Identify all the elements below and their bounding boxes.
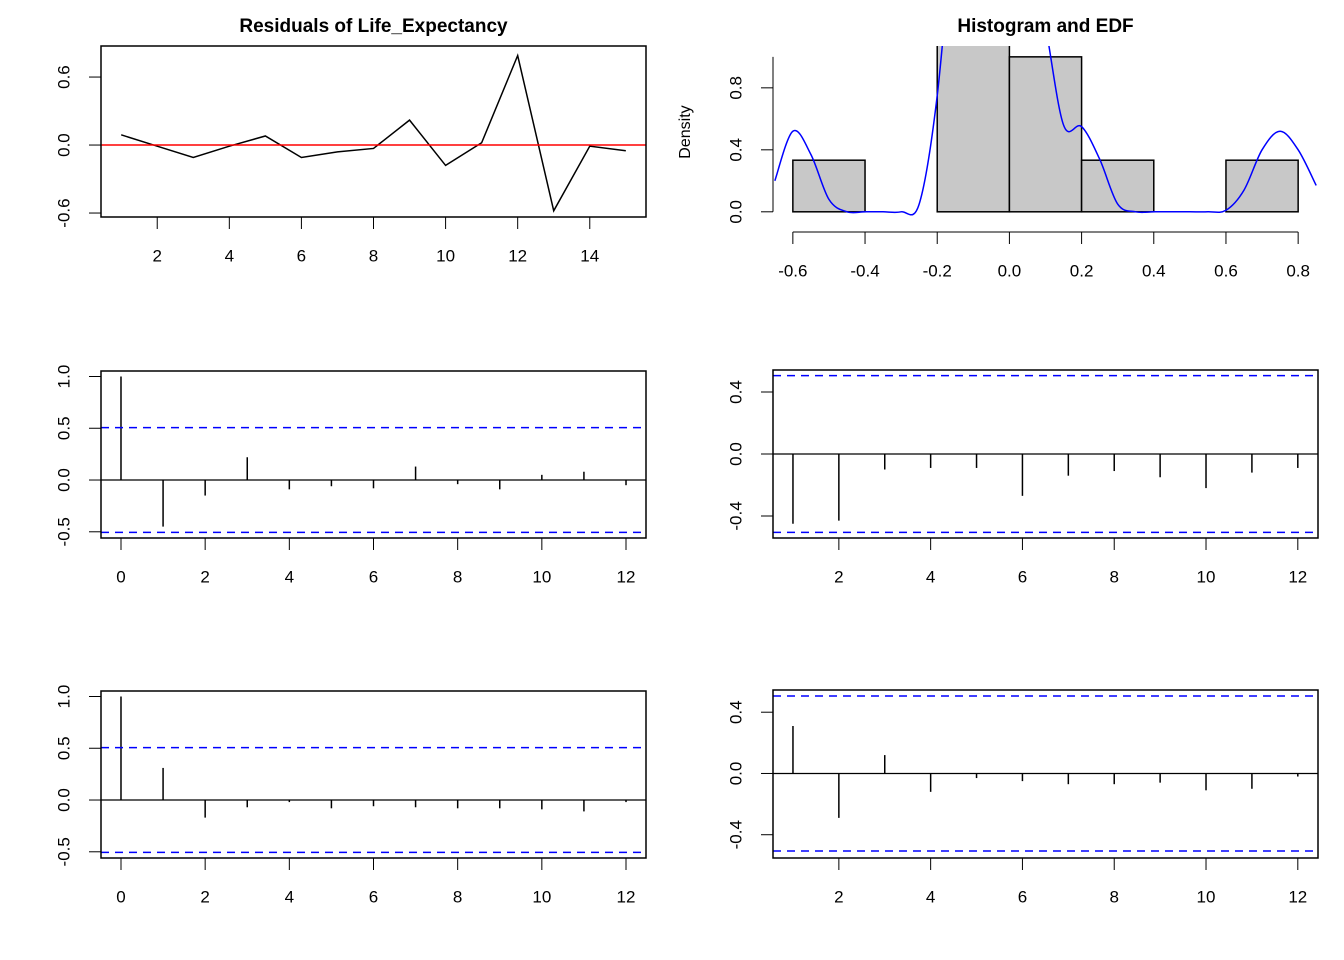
histogram-bar (936, 46, 1011, 213)
x-tick-label: 4 (926, 567, 935, 586)
y-tick-label: -0.6 (54, 198, 73, 227)
y-tick-label: 1.0 (54, 685, 73, 709)
x-tick-label: 6 (1018, 567, 1027, 586)
x-tick-label: 0 (116, 567, 125, 586)
plot-frame (100, 45, 647, 218)
x-tick-label: 14 (580, 246, 599, 265)
x-tick-label: 12 (508, 246, 527, 265)
plot-area (101, 376, 646, 534)
x-tick-label: 6 (369, 887, 378, 906)
plot-area (101, 696, 646, 854)
y-tick-label: -0.5 (54, 837, 73, 866)
x-tick-label: 0.8 (1286, 261, 1310, 280)
y-tick-label: 0.0 (54, 468, 73, 492)
y-tick-label: 0.8 (726, 76, 745, 100)
y-axis-label: Density (677, 105, 694, 158)
x-tick-label: 10 (436, 246, 455, 265)
x-tick-label: 0.0 (998, 261, 1022, 280)
panel: Histogram and EDF Density -0.6 -0.4 -0.2 0.0 0… (677, 16, 1317, 280)
x-tick-label: 0.2 (1070, 261, 1094, 280)
y-tick-label: 0.0 (726, 200, 745, 224)
panel: 2 4 6 8 10 12 -0.4 0.0 0.4 (726, 689, 1319, 906)
panel-title: Histogram and EDF (957, 16, 1133, 37)
plot-frame (772, 689, 1319, 859)
x-tick-label: 10 (1197, 887, 1216, 906)
x-tick-label: 12 (1288, 887, 1307, 906)
y-tick-label: 1.0 (54, 365, 73, 389)
plot-area (773, 374, 1318, 534)
x-tick-label: 8 (453, 567, 462, 586)
histogram-bar (792, 159, 866, 213)
y-tick-label: 0.5 (54, 736, 73, 760)
y-tick-label: 0.4 (726, 380, 745, 404)
x-tick-label: 6 (1018, 887, 1027, 906)
x-tick-label: 2 (834, 567, 843, 586)
x-tick-label: 12 (617, 567, 636, 586)
x-tick-label: 12 (1288, 567, 1307, 586)
panel: 0 2 4 6 8 10 12 -0.5 0.0 0.5 1.0 (54, 685, 647, 906)
x-tick-label: -0.4 (850, 261, 879, 280)
histogram-bar (1225, 159, 1299, 213)
x-tick-label: -0.6 (778, 261, 807, 280)
x-tick-label: 12 (617, 887, 636, 906)
x-tick-label: 8 (453, 887, 462, 906)
panel-title: Residuals of Life_Expectancy (239, 16, 508, 37)
x-tick-label: 8 (1109, 887, 1118, 906)
x-tick-label: 2 (200, 887, 209, 906)
residual-line (120, 53, 626, 213)
plot-area (773, 695, 1318, 852)
x-tick-label: 8 (1109, 567, 1118, 586)
histogram-bar (1008, 56, 1083, 213)
y-tick-label: 0.4 (726, 138, 745, 162)
y-tick-label: 0.0 (726, 442, 745, 466)
x-tick-label: 10 (1197, 567, 1216, 586)
y-tick-label: 0.4 (726, 700, 745, 724)
y-tick-label: 0.6 (54, 65, 73, 89)
x-tick-label: 0.4 (1142, 261, 1166, 280)
x-tick-label: -0.2 (923, 261, 952, 280)
y-tick-label: 0.0 (726, 762, 745, 786)
plot-frame (772, 369, 1319, 539)
x-tick-label: 0 (116, 887, 125, 906)
density-curve (774, 46, 1317, 216)
y-tick-label: -0.5 (54, 517, 73, 546)
y-tick-label: 0.5 (54, 416, 73, 440)
y-tick-label: -0.4 (726, 501, 745, 530)
x-tick-label: 6 (297, 246, 306, 265)
x-tick-label: 2 (834, 887, 843, 906)
plot-frame (100, 690, 647, 859)
panel: 0 2 4 6 8 10 12 -0.5 0.0 0.5 1.0 (54, 365, 647, 586)
x-tick-label: 10 (532, 567, 551, 586)
plot-area (792, 46, 1299, 213)
plot-frame (100, 370, 647, 539)
x-tick-label: 4 (285, 887, 294, 906)
x-tick-label: 2 (152, 246, 161, 265)
x-tick-label: 10 (532, 887, 551, 906)
x-tick-label: 8 (369, 246, 378, 265)
x-tick-label: 4 (926, 887, 935, 906)
x-tick-label: 4 (225, 246, 234, 265)
y-tick-label: -0.4 (726, 820, 745, 849)
x-tick-label: 6 (369, 567, 378, 586)
panel: 2 4 6 8 10 12 -0.4 0.0 0.4 (726, 369, 1319, 586)
plot-area (101, 53, 646, 213)
y-tick-label: 0.0 (54, 788, 73, 812)
y-tick-label: 0.0 (54, 133, 73, 157)
x-tick-label: 0.6 (1214, 261, 1238, 280)
panel: Residuals of Life_Expectancy 2 4 6 8 10 12 14 -0… (54, 16, 647, 265)
x-tick-label: 4 (285, 567, 294, 586)
x-tick-label: 2 (200, 567, 209, 586)
